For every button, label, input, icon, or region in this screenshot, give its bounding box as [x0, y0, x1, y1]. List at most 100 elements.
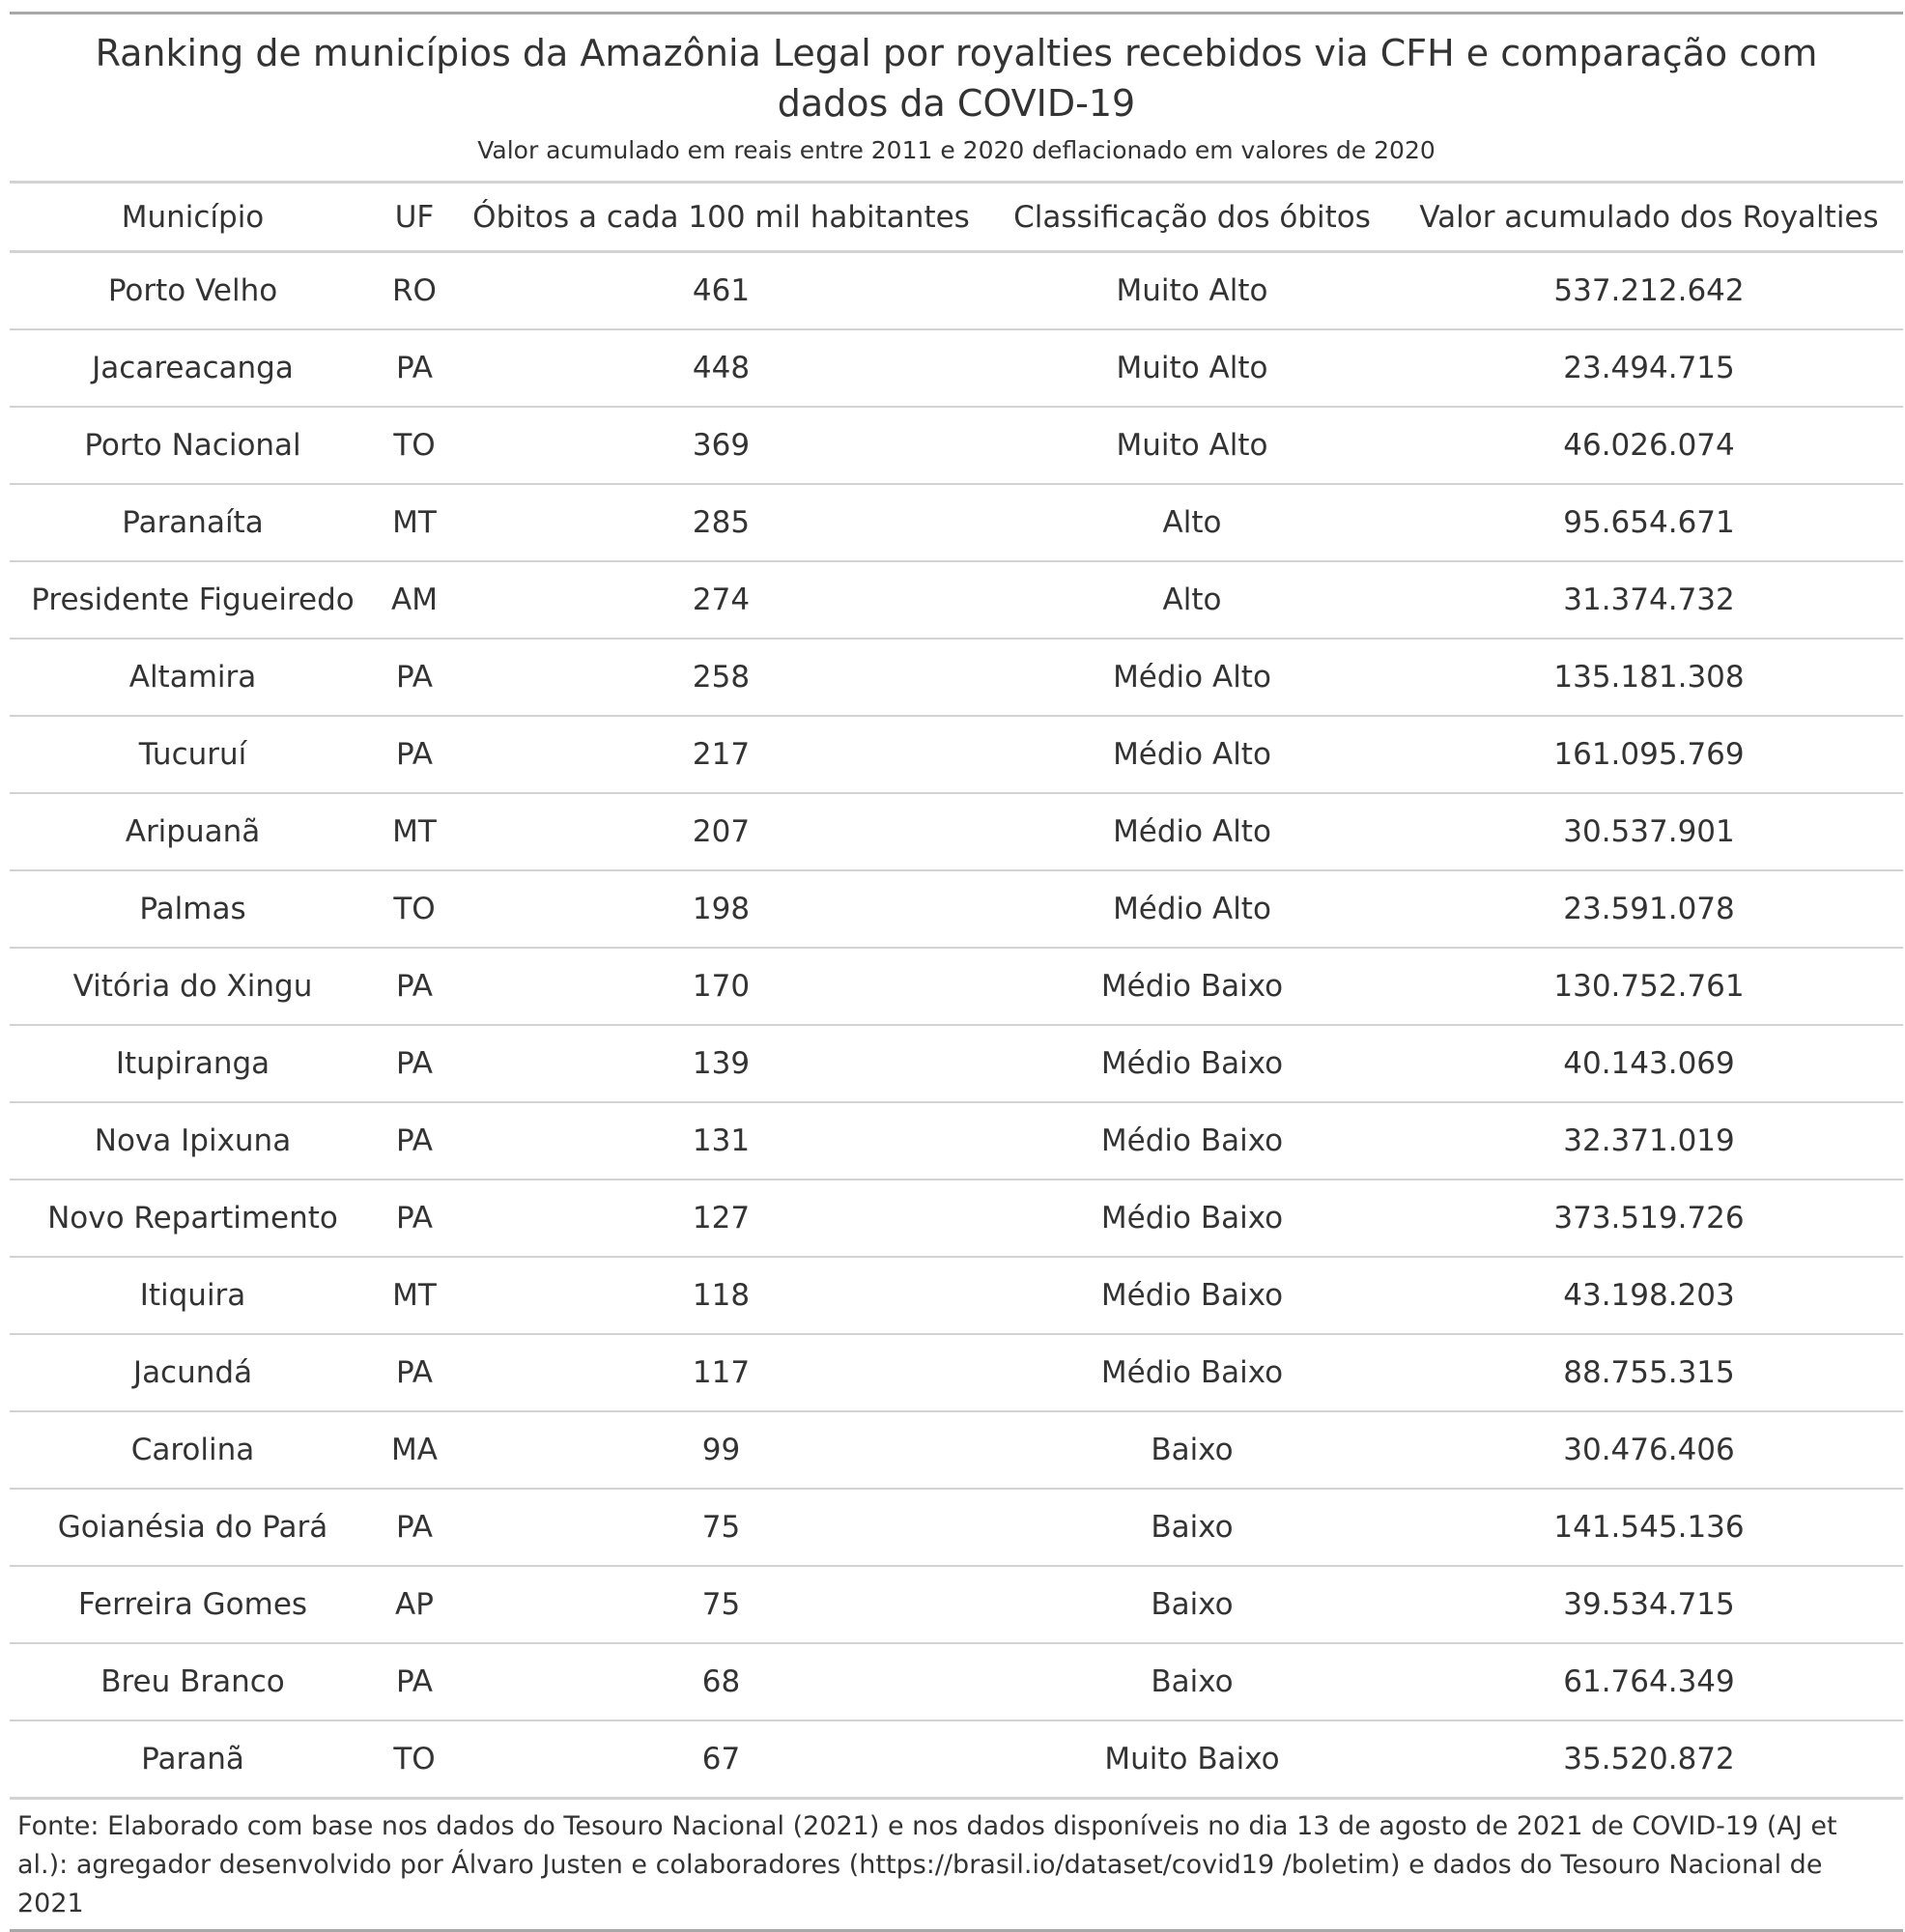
cell-uf: MA	[376, 1411, 453, 1490]
column-header-classificacao: Classificação dos óbitos	[1013, 199, 1371, 235]
cell-obitos: 68	[453, 1643, 989, 1721]
column-header-obitos: Óbitos a cada 100 mil habitantes	[472, 199, 970, 235]
table-row: Aripuanã MT 207 Médio Alto 30.537.901	[10, 793, 1903, 871]
table-row: Altamira PA 258 Médio Alto 135.181.308	[10, 639, 1903, 717]
cell-uf: RO	[376, 251, 453, 330]
cell-obitos: 127	[453, 1179, 989, 1258]
cell-valor: 537.212.642	[1395, 251, 1903, 330]
table-row: Ferreira Gomes AP 75 Baixo 39.534.715	[10, 1566, 1903, 1644]
table-row: Tucuruí PA 217 Médio Alto 161.095.769	[10, 716, 1903, 794]
cell-obitos: 461	[453, 251, 989, 330]
cell-municipio: Goianésia do Pará	[10, 1489, 376, 1567]
top-rule	[10, 12, 1903, 14]
cell-municipio: Palmas	[10, 870, 376, 949]
cell-valor: 40.143.069	[1395, 1025, 1903, 1103]
cell-uf: PA	[376, 1102, 453, 1180]
cell-valor: 135.181.308	[1395, 639, 1903, 717]
cell-uf: AM	[376, 561, 453, 639]
cell-valor: 161.095.769	[1395, 716, 1903, 794]
table-row: Nova Ipixuna PA 131 Médio Baixo 32.371.019	[10, 1102, 1903, 1180]
table-row: Porto Velho RO 461 Muito Alto 537.212.642	[10, 251, 1903, 330]
cell-classificacao: Médio Alto	[989, 793, 1395, 871]
cell-classificacao: Médio Baixo	[989, 1102, 1395, 1180]
table-row: Itupiranga PA 139 Médio Baixo 40.143.069	[10, 1025, 1903, 1103]
cell-valor: 23.494.715	[1395, 329, 1903, 408]
cell-uf: PA	[376, 948, 453, 1026]
cell-uf: PA	[376, 1025, 453, 1103]
cell-municipio: Novo Repartimento	[10, 1179, 376, 1258]
cell-uf: TO	[376, 870, 453, 949]
cell-valor: 130.752.761	[1395, 948, 1903, 1026]
cell-obitos: 75	[453, 1489, 989, 1567]
column-header-municipio: Município	[121, 199, 265, 235]
cell-uf: TO	[376, 1720, 453, 1800]
cell-valor: 39.534.715	[1395, 1566, 1903, 1644]
table-title: Ranking de municípios da Amazônia Legal …	[95, 32, 1818, 125]
table-row: Vitória do Xingu PA 170 Médio Baixo 130.752.…	[10, 948, 1903, 1026]
cell-municipio: Ferreira Gomes	[10, 1566, 376, 1644]
cell-uf: PA	[376, 1334, 453, 1412]
table-row: Paranã TO 67 Muito Baixo 35.520.872	[10, 1720, 1903, 1800]
cell-obitos: 274	[453, 561, 989, 639]
cell-valor: 32.371.019	[1395, 1102, 1903, 1180]
cell-classificacao: Médio Baixo	[989, 1025, 1395, 1103]
cell-classificacao: Médio Alto	[989, 716, 1395, 794]
cell-obitos: 117	[453, 1334, 989, 1412]
ranking-table-container: Ranking de municípios da Amazônia Legal …	[10, 12, 1903, 1932]
cell-obitos: 258	[453, 639, 989, 717]
cell-municipio: Jacareacanga	[10, 329, 376, 408]
cell-obitos: 170	[453, 948, 989, 1026]
cell-valor: 31.374.732	[1395, 561, 1903, 639]
cell-municipio: Porto Velho	[10, 251, 376, 330]
table-row: Palmas TO 198 Médio Alto 23.591.078	[10, 870, 1903, 949]
cell-municipio: Presidente Figueiredo	[10, 561, 376, 639]
cell-uf: MT	[376, 793, 453, 871]
cell-classificacao: Médio Alto	[989, 639, 1395, 717]
cell-municipio: Porto Nacional	[10, 407, 376, 485]
column-header-uf: UF	[394, 199, 435, 235]
cell-uf: PA	[376, 1643, 453, 1721]
cell-valor: 88.755.315	[1395, 1334, 1903, 1412]
cell-obitos: 99	[453, 1411, 989, 1490]
cell-uf: MT	[376, 1257, 453, 1335]
cell-uf: TO	[376, 407, 453, 485]
cell-municipio: Tucuruí	[10, 716, 376, 794]
cell-valor: 30.476.406	[1395, 1411, 1903, 1490]
cell-classificacao: Médio Baixo	[989, 1257, 1395, 1335]
table-row: Jacundá PA 117 Médio Baixo 88.755.315	[10, 1334, 1903, 1412]
cell-obitos: 67	[453, 1720, 989, 1800]
cell-classificacao: Médio Baixo	[989, 948, 1395, 1026]
cell-valor: 373.519.726	[1395, 1179, 1903, 1258]
cell-classificacao: Muito Baixo	[989, 1720, 1395, 1800]
table-row: Goianésia do Pará PA 75 Baixo 141.545.136	[10, 1489, 1903, 1567]
cell-classificacao: Muito Alto	[989, 251, 1395, 330]
table-row: Breu Branco PA 68 Baixo 61.764.349	[10, 1643, 1903, 1721]
table-row: Carolina MA 99 Baixo 30.476.406	[10, 1411, 1903, 1490]
cell-obitos: 75	[453, 1566, 989, 1644]
cell-municipio: Nova Ipixuna	[10, 1102, 376, 1180]
cell-uf: PA	[376, 1179, 453, 1258]
table-row: Porto Nacional TO 369 Muito Alto 46.026.074	[10, 407, 1903, 485]
cell-classificacao: Muito Alto	[989, 329, 1395, 408]
cell-obitos: 285	[453, 484, 989, 562]
cell-municipio: Itupiranga	[10, 1025, 376, 1103]
cell-classificacao: Baixo	[989, 1643, 1395, 1721]
cell-municipio: Paranaíta	[10, 484, 376, 562]
cell-classificacao: Alto	[989, 484, 1395, 562]
cell-municipio: Breu Branco	[10, 1643, 376, 1721]
cell-obitos: 448	[453, 329, 989, 408]
cell-obitos: 217	[453, 716, 989, 794]
cell-obitos: 198	[453, 870, 989, 949]
cell-uf: PA	[376, 716, 453, 794]
header-row: Município UF Óbitos a cada 100 mil habit…	[10, 182, 1903, 252]
cell-classificacao: Baixo	[989, 1411, 1395, 1490]
cell-uf: PA	[376, 639, 453, 717]
source-note: Fonte: Elaborado com base nos dados do T…	[17, 1811, 1837, 1918]
table-subtitle: Valor acumulado em reais entre 2011 e 20…	[477, 136, 1436, 164]
cell-classificacao: Muito Alto	[989, 407, 1395, 485]
cell-municipio: Paranã	[10, 1720, 376, 1800]
cell-classificacao: Médio Baixo	[989, 1179, 1395, 1258]
cell-valor: 30.537.901	[1395, 793, 1903, 871]
cell-classificacao: Alto	[989, 561, 1395, 639]
cell-classificacao: Baixo	[989, 1566, 1395, 1644]
